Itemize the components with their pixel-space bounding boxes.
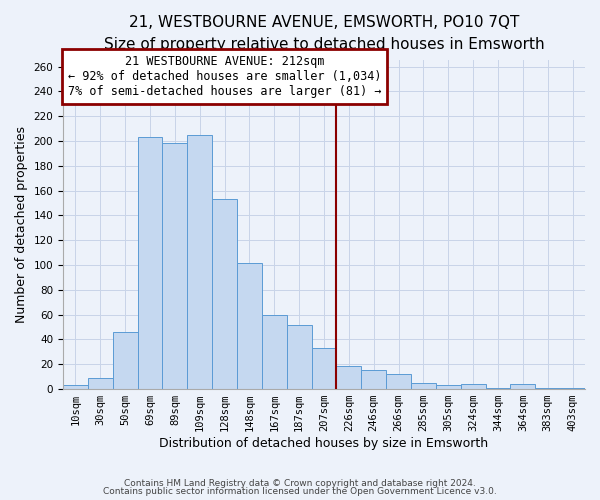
Text: 21 WESTBOURNE AVENUE: 212sqm
← 92% of detached houses are smaller (1,034)
7% of : 21 WESTBOURNE AVENUE: 212sqm ← 92% of de…	[68, 55, 382, 98]
Bar	[113, 332, 137, 389]
Bar	[337, 366, 361, 389]
X-axis label: Distribution of detached houses by size in Emsworth: Distribution of detached houses by size …	[160, 437, 488, 450]
Bar	[262, 314, 287, 389]
Bar	[88, 378, 113, 389]
Title: 21, WESTBOURNE AVENUE, EMSWORTH, PO10 7QT
Size of property relative to detached : 21, WESTBOURNE AVENUE, EMSWORTH, PO10 7Q…	[104, 15, 544, 52]
Bar	[386, 374, 411, 389]
Bar	[212, 200, 237, 389]
Bar	[187, 135, 212, 389]
Y-axis label: Number of detached properties: Number of detached properties	[15, 126, 28, 323]
Text: Contains public sector information licensed under the Open Government Licence v3: Contains public sector information licen…	[103, 487, 497, 496]
Bar	[361, 370, 386, 389]
Bar	[535, 388, 560, 389]
Bar	[511, 384, 535, 389]
Bar	[311, 348, 337, 389]
Bar	[63, 386, 88, 389]
Bar	[287, 324, 311, 389]
Text: Contains HM Land Registry data © Crown copyright and database right 2024.: Contains HM Land Registry data © Crown c…	[124, 478, 476, 488]
Bar	[411, 383, 436, 389]
Bar	[237, 262, 262, 389]
Bar	[436, 386, 461, 389]
Bar	[137, 137, 163, 389]
Bar	[163, 144, 187, 389]
Bar	[461, 384, 485, 389]
Bar	[485, 388, 511, 389]
Bar	[560, 388, 585, 389]
